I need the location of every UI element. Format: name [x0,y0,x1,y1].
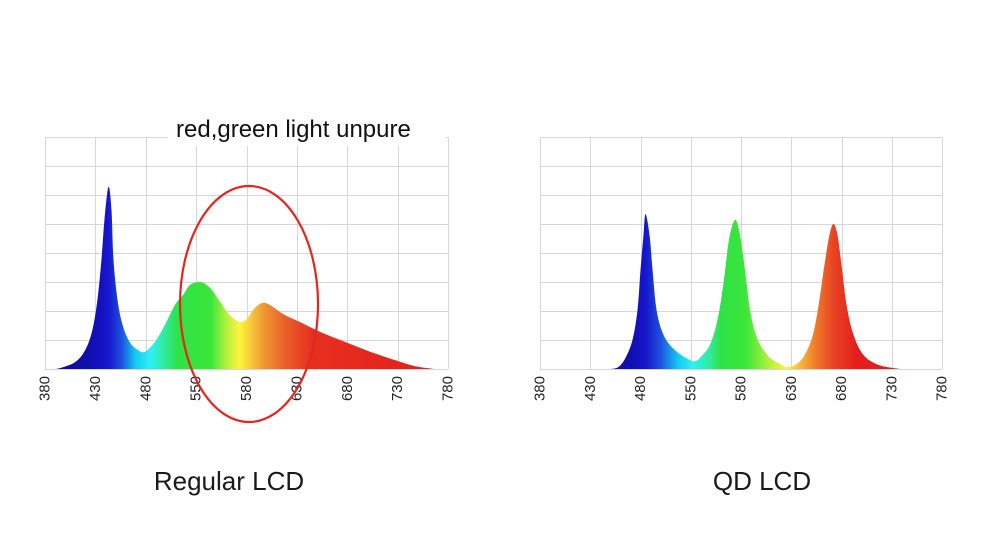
x-tick-label: 630 [783,376,800,401]
x-tick-label: 780 [934,376,951,401]
x-tick-label: 580 [238,376,255,401]
x-tick-label: 380 [532,376,549,401]
x-tick-label: 430 [582,376,599,401]
x-tick-label: 580 [733,376,750,401]
spectrum-area [55,186,435,369]
x-tick-label: 430 [87,376,104,401]
x-tick-label: 780 [440,376,457,401]
chart-caption-regular-lcd: Regular LCD [154,466,304,496]
x-tick-label: 730 [389,376,406,401]
spectrum-area [610,214,900,369]
chart-regular-lcd: 380 430 480 550 580 630 680 730 780 [37,137,457,401]
x-tick-label: 680 [833,376,850,401]
x-tick-label: 480 [137,376,154,401]
chart-caption-qd-lcd: QD LCD [713,466,811,496]
annotation-background [168,112,446,146]
x-tick-label: 680 [339,376,356,401]
highlight-ellipse [178,184,320,424]
x-tick-label: 550 [682,376,699,401]
x-tick-label: 550 [188,376,205,401]
annotation-text: red,green light unpure [176,116,411,143]
chart-qd-lcd: 380 430 480 550 580 630 680 730 780 [532,137,951,401]
x-tick-label: 380 [37,376,54,401]
x-tick-label: 480 [632,376,649,401]
x-tick-label: 730 [883,376,900,401]
